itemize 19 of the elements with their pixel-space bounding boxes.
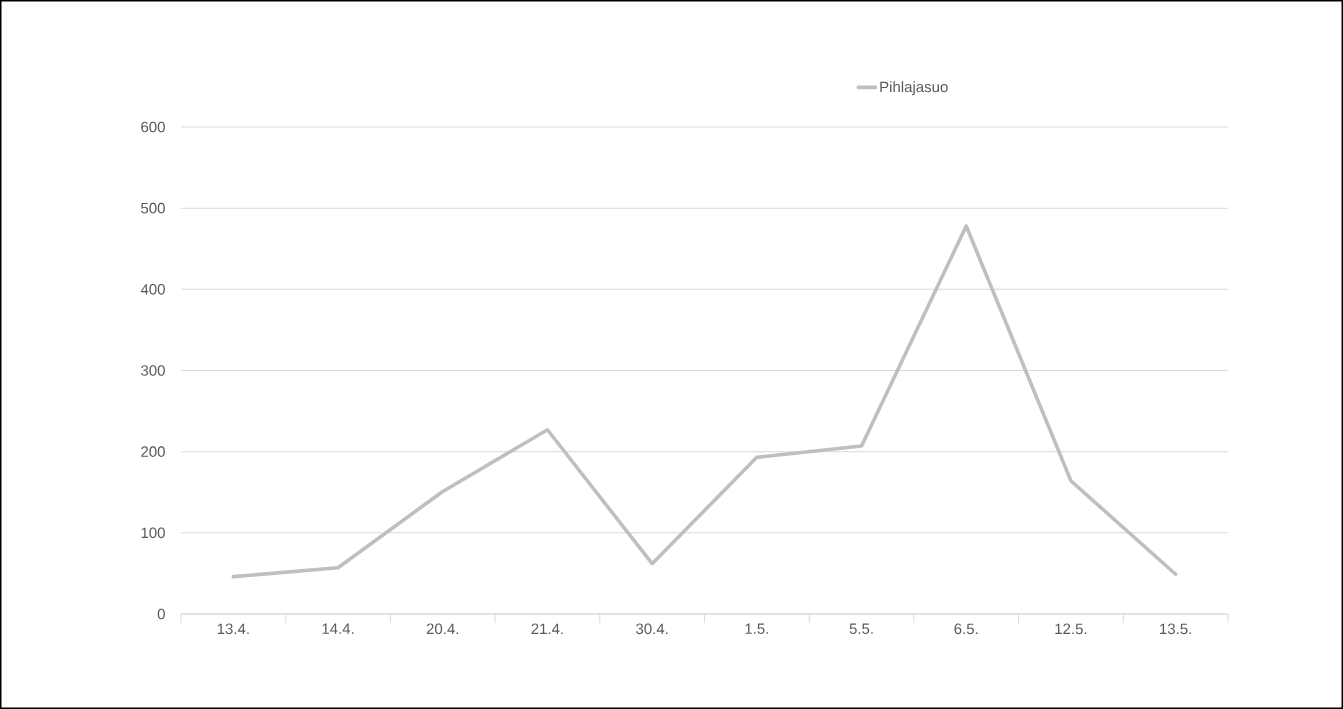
x-tick-label: 1.5.	[745, 623, 768, 634]
y-tick-label: 500	[141, 202, 165, 214]
y-tick-label: 200	[141, 446, 165, 457]
x-tick-label: 14.4.	[322, 623, 354, 634]
x-tick-label: 20.4.	[426, 623, 459, 635]
y-tick-label: 400	[140, 284, 165, 295]
legend-label: Pihlajasuo	[880, 81, 948, 96]
y-tick-label: 100	[141, 527, 165, 539]
x-tick-label: 13.5.	[1160, 623, 1191, 635]
y-tick-label: 300	[141, 365, 165, 376]
line-series	[231, 224, 1178, 579]
x-tick-label: 12.5.	[1055, 623, 1087, 635]
x-tick-label: 21.4.	[531, 623, 563, 634]
x-tick-label: 30.4.	[636, 623, 668, 635]
y-tick-label: 600	[141, 121, 165, 133]
x-tick-label: 13.4.	[217, 623, 249, 635]
y-tick-label: 0	[157, 608, 165, 620]
x-tick-label: 6.5.	[954, 623, 978, 635]
x-tick-label: 5.5.	[849, 623, 873, 634]
